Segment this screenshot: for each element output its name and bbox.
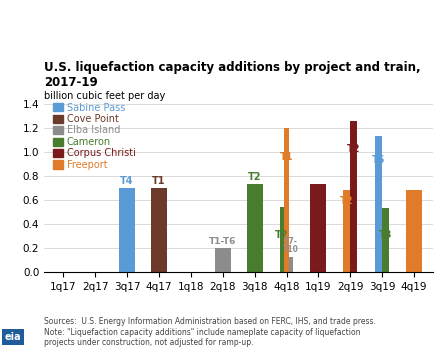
Text: T3: T3 bbox=[407, 220, 421, 230]
Text: T7-
T10: T7- T10 bbox=[283, 237, 299, 254]
Text: Sources:  U.S. Energy Information Administration based on FERC, IHS, and trade p: Sources: U.S. Energy Information Adminis… bbox=[44, 318, 376, 347]
Text: T1-T6: T1-T6 bbox=[209, 237, 236, 246]
Bar bbox=[310, 184, 326, 272]
Bar bbox=[350, 121, 357, 272]
Text: eia: eia bbox=[4, 332, 21, 342]
Bar bbox=[375, 136, 382, 272]
Text: T1: T1 bbox=[152, 176, 166, 186]
Text: T1: T1 bbox=[312, 194, 325, 203]
Text: T2: T2 bbox=[248, 172, 261, 182]
Bar bbox=[284, 128, 289, 272]
Bar bbox=[151, 188, 167, 272]
Bar bbox=[406, 191, 422, 272]
Bar bbox=[247, 184, 263, 272]
Bar bbox=[280, 207, 284, 272]
Text: T1: T1 bbox=[248, 233, 261, 243]
Text: T5: T5 bbox=[372, 155, 385, 165]
Bar bbox=[382, 208, 389, 272]
Bar bbox=[343, 191, 350, 272]
Bar bbox=[215, 248, 231, 272]
Bar bbox=[119, 188, 135, 272]
Bar bbox=[289, 257, 293, 272]
Text: T4: T4 bbox=[120, 176, 134, 186]
Text: T2: T2 bbox=[340, 196, 354, 206]
Text: T2: T2 bbox=[275, 230, 289, 240]
Text: billion cubic feet per day: billion cubic feet per day bbox=[44, 91, 165, 102]
Legend: Sabine Pass, Cove Point, Elba Island, Cameron, Corpus Christi, Freeport: Sabine Pass, Cove Point, Elba Island, Ca… bbox=[53, 103, 135, 170]
Text: U.S. liquefaction capacity additions by project and train,
2017-19: U.S. liquefaction capacity additions by … bbox=[44, 61, 421, 89]
Text: T1: T1 bbox=[280, 151, 293, 162]
Text: T3: T3 bbox=[379, 230, 392, 240]
Text: T2: T2 bbox=[347, 144, 360, 154]
